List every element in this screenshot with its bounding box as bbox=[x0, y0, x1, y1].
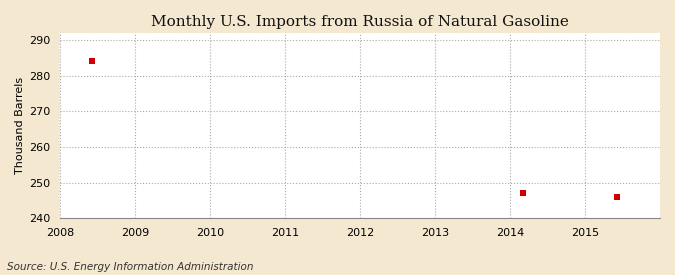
Text: Source: U.S. Energy Information Administration: Source: U.S. Energy Information Administ… bbox=[7, 262, 253, 272]
Y-axis label: Thousand Barrels: Thousand Barrels bbox=[15, 77, 25, 174]
Title: Monthly U.S. Imports from Russia of Natural Gasoline: Monthly U.S. Imports from Russia of Natu… bbox=[151, 15, 569, 29]
